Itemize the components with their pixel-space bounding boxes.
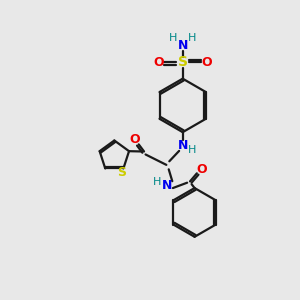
Text: O: O — [130, 133, 140, 146]
Text: H: H — [169, 33, 177, 43]
Text: O: O — [202, 56, 212, 69]
Text: O: O — [197, 163, 207, 176]
Text: N: N — [178, 40, 188, 52]
Text: N: N — [162, 179, 172, 192]
Text: H: H — [188, 145, 196, 155]
Text: S: S — [117, 166, 126, 178]
Text: H: H — [153, 177, 161, 187]
Text: S: S — [178, 55, 188, 69]
Text: H: H — [188, 33, 196, 43]
Text: N: N — [178, 139, 188, 152]
Text: O: O — [153, 56, 164, 69]
